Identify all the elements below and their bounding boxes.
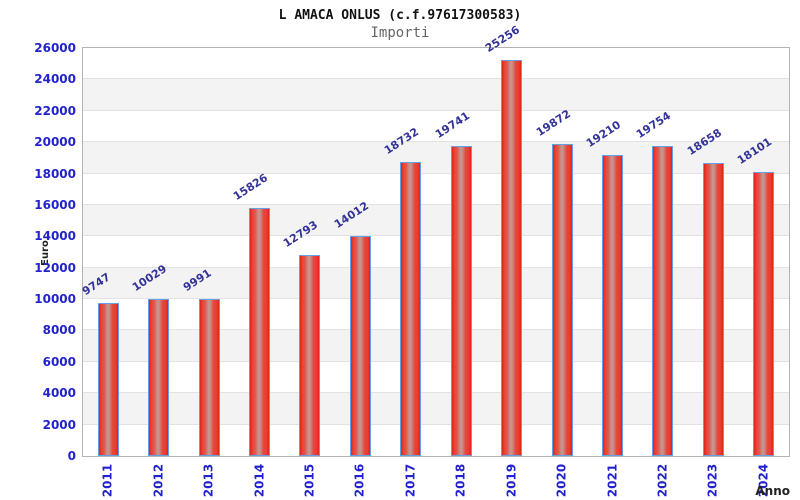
plot-area xyxy=(82,47,790,457)
x-tick-label: 2016 xyxy=(352,463,367,498)
x-tick-label: 2011 xyxy=(100,463,115,498)
bar-2018 xyxy=(450,146,472,456)
grid-band xyxy=(83,393,789,425)
bar-2012 xyxy=(148,298,170,456)
x-tick-label: 2018 xyxy=(453,463,468,498)
x-tick-label: 2012 xyxy=(151,463,166,498)
y-tick-label: 2000 xyxy=(42,417,76,432)
bar-2023 xyxy=(702,163,724,456)
gridline xyxy=(83,109,789,111)
gridline xyxy=(83,172,789,174)
grid-band xyxy=(83,204,789,237)
y-tick-label: 18000 xyxy=(34,166,76,181)
bar-2015 xyxy=(299,255,321,456)
gridline xyxy=(83,329,789,331)
bar-2020 xyxy=(551,144,573,456)
bar-2017 xyxy=(400,162,422,456)
gridline xyxy=(83,298,789,300)
gridline xyxy=(83,360,789,362)
y-tick-label: 12000 xyxy=(34,260,76,275)
x-tick-label: 2019 xyxy=(504,463,519,498)
y-tick-label: 6000 xyxy=(42,354,76,369)
x-tick-label: 2017 xyxy=(403,463,418,498)
x-tick-label: 2021 xyxy=(605,463,619,498)
gridline xyxy=(83,203,789,205)
y-tick-label: 4000 xyxy=(42,386,76,401)
bar-2013 xyxy=(198,299,220,456)
y-tick-label: 24000 xyxy=(34,72,76,87)
grid-band xyxy=(83,79,789,111)
y-tick-label: 20000 xyxy=(34,135,76,150)
bar-2019 xyxy=(501,59,523,456)
gridline xyxy=(83,266,789,268)
y-tick-label: 0 xyxy=(67,449,76,463)
chart-title: L AMACA ONLUS (c.f.97617300583) xyxy=(278,8,522,23)
x-tick-label: 2013 xyxy=(201,463,216,498)
bar-2024 xyxy=(753,171,775,456)
gridline xyxy=(83,141,789,143)
chart-subtitle: Importi xyxy=(370,25,430,41)
x-tick-label: 2020 xyxy=(554,463,569,498)
gridline xyxy=(83,235,789,237)
bar-2016 xyxy=(349,236,371,456)
x-axis-title: Anno xyxy=(755,484,790,498)
gridline xyxy=(83,78,789,80)
y-tick-label: 16000 xyxy=(34,197,76,212)
bar-2022 xyxy=(652,146,674,456)
bar-2014 xyxy=(249,207,270,456)
gridline xyxy=(83,392,789,394)
y-tick-label: 10000 xyxy=(34,292,76,307)
gridline xyxy=(83,423,789,425)
x-tick-label: 2022 xyxy=(655,463,670,498)
x-tick-label: 2015 xyxy=(302,463,317,498)
bar-2011 xyxy=(97,303,119,456)
y-tick-label: 14000 xyxy=(34,229,76,244)
grid-band xyxy=(83,330,789,362)
y-tick-label: 26000 xyxy=(34,41,76,55)
grid-band xyxy=(83,142,789,174)
y-tick-label: 8000 xyxy=(42,323,76,338)
y-tick-label: 22000 xyxy=(34,103,76,118)
x-tick-label: 2014 xyxy=(252,463,266,498)
x-tick-label: 2023 xyxy=(705,463,720,498)
bar-2021 xyxy=(602,154,623,456)
